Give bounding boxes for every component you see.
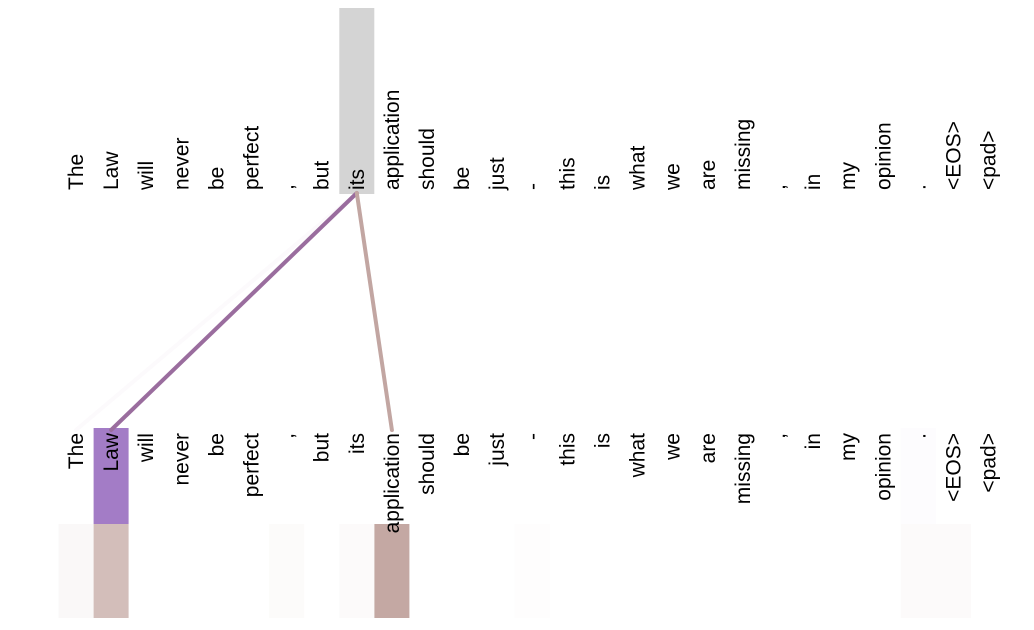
target-token[interactable]: what <box>627 433 650 479</box>
brown-head-weights <box>58 524 971 618</box>
source-token[interactable]: we <box>662 163 685 191</box>
brown-weight-cell <box>936 524 971 618</box>
source-token[interactable]: Law <box>100 151 123 190</box>
target-token[interactable]: opinion <box>872 433 895 501</box>
target-token[interactable]: application <box>381 433 404 533</box>
source-token[interactable]: missing <box>732 119 755 190</box>
source-token[interactable]: <EOS> <box>943 121 966 190</box>
source-token[interactable]: - <box>521 183 544 190</box>
target-token[interactable]: be <box>451 433 474 456</box>
target-token[interactable]: are <box>697 433 720 463</box>
target-token[interactable]: but <box>311 433 334 462</box>
purple-head-weights <box>93 428 936 524</box>
brown-weight-cell <box>374 524 410 618</box>
target-token[interactable]: in <box>802 433 825 449</box>
source-token[interactable]: opinion <box>872 122 895 190</box>
brown-weight-cell <box>58 524 94 618</box>
target-token[interactable]: my <box>837 433 860 461</box>
target-token[interactable]: - <box>521 433 544 440</box>
target-token[interactable]: <EOS> <box>943 433 966 502</box>
source-token[interactable]: , <box>767 184 790 190</box>
target-token[interactable]: should <box>416 433 439 495</box>
target-token[interactable]: just <box>486 433 509 467</box>
source-token[interactable]: never <box>170 137 193 190</box>
target-token[interactable]: perfect <box>241 433 264 497</box>
target-token[interactable]: missing <box>732 433 755 504</box>
source-token[interactable]: The <box>65 154 88 190</box>
source-token[interactable]: is <box>592 175 615 190</box>
source-token[interactable]: but <box>311 161 334 190</box>
target-token[interactable]: never <box>170 433 193 486</box>
brown-weight-cell <box>93 524 129 618</box>
attention-links <box>76 191 394 432</box>
source-token[interactable]: this <box>556 157 579 190</box>
purple-weight-cell <box>93 428 129 524</box>
target-token[interactable]: will <box>135 433 158 463</box>
source-tokens: The Law will never be perfect, but its applicati… <box>65 90 1001 191</box>
brown-weight-cell <box>900 524 936 618</box>
target-token[interactable]: Law <box>100 432 123 471</box>
source-token[interactable]: my <box>837 162 860 190</box>
target-tokens: The Law will never be perfect, but its applicati… <box>65 432 1001 533</box>
source-token[interactable]: . <box>907 184 930 190</box>
source-token[interactable]: will <box>135 161 158 191</box>
target-token[interactable]: , <box>767 433 790 439</box>
source-token[interactable]: <pad> <box>978 130 1001 190</box>
source-token[interactable]: , <box>276 184 299 190</box>
source-token[interactable]: be <box>205 167 228 190</box>
source-token[interactable]: should <box>416 128 439 190</box>
target-token[interactable]: we <box>662 433 685 461</box>
target-token[interactable]: is <box>592 433 615 448</box>
target-token[interactable]: . <box>907 433 930 439</box>
attention-link <box>354 191 394 432</box>
attention-link <box>76 193 357 430</box>
target-token[interactable]: its <box>346 433 369 454</box>
source-token[interactable]: application <box>381 90 404 190</box>
target-token[interactable]: , <box>276 433 299 439</box>
target-token[interactable]: be <box>205 433 228 456</box>
target-token[interactable]: The <box>65 433 88 469</box>
brown-weight-cell <box>515 524 550 618</box>
source-token[interactable]: perfect <box>241 126 264 190</box>
selected-token-highlight <box>339 8 375 194</box>
source-token[interactable]: what <box>627 145 650 191</box>
source-token[interactable]: just <box>486 157 509 191</box>
source-token[interactable]: its <box>346 169 369 190</box>
source-token[interactable]: be <box>451 167 474 190</box>
attention-link <box>109 191 359 432</box>
purple-weight-cell <box>901 428 936 524</box>
brown-weight-cell <box>269 524 305 618</box>
target-token[interactable]: this <box>556 433 579 466</box>
target-token[interactable]: <pad> <box>978 433 1001 493</box>
brown-weight-cell <box>339 524 375 618</box>
source-token[interactable]: are <box>697 160 720 190</box>
source-token[interactable]: in <box>802 174 825 190</box>
